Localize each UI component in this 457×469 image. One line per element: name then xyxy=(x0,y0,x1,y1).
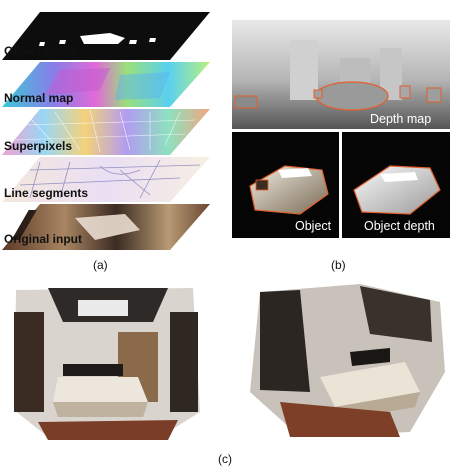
object-depth-label: Object depth xyxy=(364,219,435,233)
caption-b: (b) xyxy=(331,258,346,272)
depth-map-label: Depth map xyxy=(370,112,431,126)
layer-label-normal-map: Normal map xyxy=(4,91,73,105)
layer-label-original-input: Original input xyxy=(4,232,82,246)
layer-label-object-mask: Object mask xyxy=(4,44,75,58)
object-label: Object xyxy=(295,219,331,233)
layer-stack-diagram xyxy=(0,0,215,255)
layer-label-line-segments: Line segments xyxy=(4,186,88,200)
caption-a: (a) xyxy=(93,258,108,272)
reconstruction-left xyxy=(8,282,208,442)
caption-c: (c) xyxy=(218,452,232,466)
reconstruction-right xyxy=(240,282,450,442)
layer-label-superpixels: Superpixels xyxy=(4,139,72,153)
depth-panel xyxy=(230,18,452,240)
